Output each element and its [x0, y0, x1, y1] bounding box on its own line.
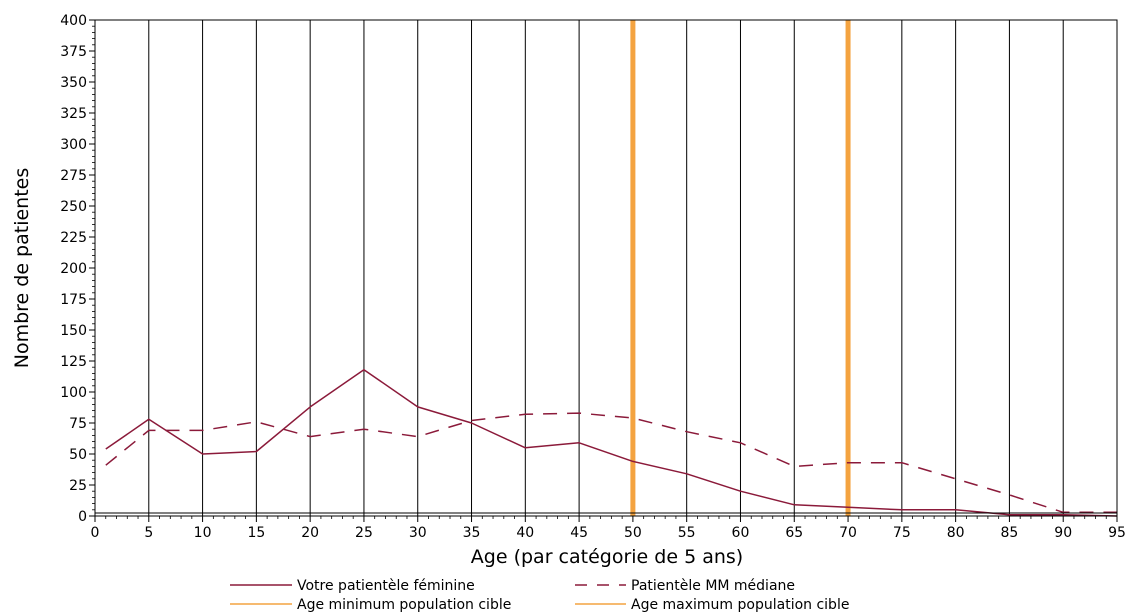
- y-tick-label-175: 175: [60, 292, 87, 308]
- series-lines: [105, 368, 1118, 517]
- x-tick-label-25: 25: [355, 525, 373, 541]
- y-tick-label-275: 275: [60, 168, 87, 184]
- y-tick-label-300: 300: [60, 137, 87, 153]
- y-tick-label-325: 325: [60, 106, 87, 122]
- x-tick-label-0: 0: [91, 525, 100, 541]
- legend-label-ref-min: Age minimum population cible: [297, 597, 511, 612]
- x-tick-label-5: 5: [144, 525, 153, 541]
- x-tick-label-10: 10: [194, 525, 212, 541]
- x-tick-label-40: 40: [516, 525, 534, 541]
- y-tick-label-375: 375: [60, 44, 87, 60]
- legend: Votre patientèle féminine Patientèle MM …: [230, 578, 849, 612]
- x-tick-label-50: 50: [624, 525, 642, 541]
- series-line-1: [105, 368, 1118, 517]
- x-tick-label-90: 90: [1054, 525, 1072, 541]
- x-tick-label-70: 70: [839, 525, 857, 541]
- x-tick-label-95: 95: [1108, 525, 1126, 541]
- legend-label-series-1: Votre patientèle féminine: [297, 578, 475, 594]
- x-tick-label-55: 55: [678, 525, 696, 541]
- series-line-2: [105, 412, 1117, 514]
- y-tick-label-75: 75: [69, 416, 87, 432]
- x-tick-label-20: 20: [301, 525, 319, 541]
- x-tick-label-85: 85: [1001, 525, 1019, 541]
- y-tick-label-100: 100: [60, 385, 87, 401]
- y-tick-label-25: 25: [69, 478, 87, 494]
- vertical-gridlines: [148, 20, 1064, 516]
- y-tick-labels: 0 25 50 75 100 125 150 175 200 225 250 275 300 325 350…: [60, 13, 87, 525]
- plot-frame: [94, 19, 1118, 517]
- legend-label-ref-max: Age maximum population cible: [631, 597, 849, 612]
- reference-lines: [630, 20, 851, 516]
- x-tick-labels: 0 5 10 15 20 25 30 35 40 45 50 55 60 65 70 75 80 85 90 95: [91, 525, 1126, 541]
- y-tick-label-50: 50: [69, 447, 87, 463]
- y-tick-label-225: 225: [60, 230, 87, 246]
- y-tick-label-0: 0: [78, 509, 87, 525]
- x-tick-label-35: 35: [463, 525, 481, 541]
- y-tick-label-250: 250: [60, 199, 87, 215]
- y-tick-label-400: 400: [60, 13, 87, 29]
- x-tick-label-45: 45: [570, 525, 588, 541]
- x-tick-label-30: 30: [409, 525, 427, 541]
- x-tick-label-80: 80: [947, 525, 965, 541]
- x-axis-title: Age (par catégorie de 5 ans): [471, 546, 743, 568]
- y-tick-label-125: 125: [60, 354, 87, 370]
- y-axis-title: Nombre de patientes: [11, 168, 33, 369]
- x-tick-label-65: 65: [785, 525, 803, 541]
- y-tick-label-150: 150: [60, 323, 87, 339]
- y-tick-label-350: 350: [60, 75, 87, 91]
- y-tick-label-200: 200: [60, 261, 87, 277]
- x-tick-label-15: 15: [247, 525, 265, 541]
- x-tick-label-60: 60: [732, 525, 750, 541]
- legend-label-series-2: Patientèle MM médiane: [631, 578, 795, 594]
- x-tick-label-75: 75: [893, 525, 911, 541]
- axes: [89, 19, 1118, 522]
